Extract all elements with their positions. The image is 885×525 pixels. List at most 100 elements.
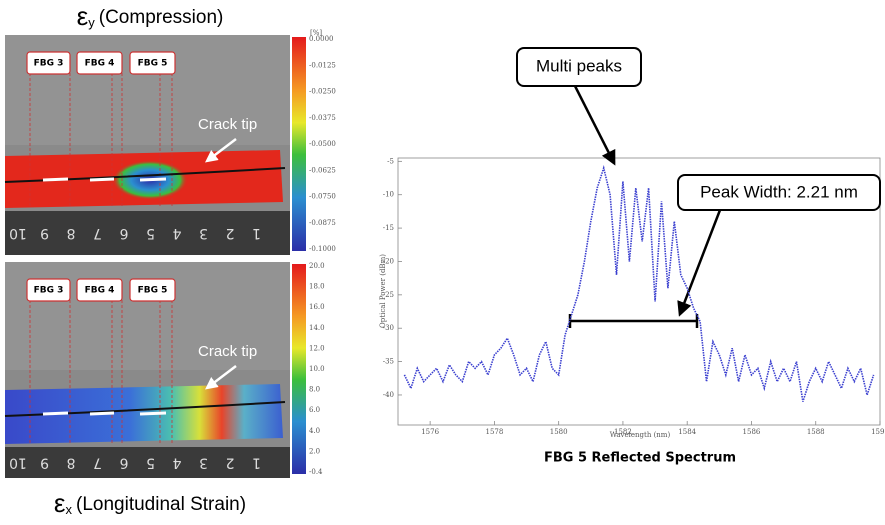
- annotation-arrow: [677, 209, 722, 317]
- fbg-sensor: [42, 177, 69, 182]
- x-tick-label: 1584: [678, 428, 696, 436]
- colorbar-tick-label: 14.0: [309, 324, 325, 332]
- colorbar-tick-label: -0.0375: [309, 114, 336, 122]
- colorbar-tick-label: 4.0: [309, 427, 320, 435]
- ruler: [5, 447, 290, 478]
- strain-panel: 10 9 8 7 6 5 4 3 2 1 FBG 3 FBG 4 FBG 5 Crack tip [%]0.…: [4, 29, 336, 255]
- colorbar-tick-label: 0.0000: [309, 35, 334, 43]
- ruler-label: 8: [67, 455, 76, 471]
- ruler-label: 4: [172, 455, 181, 471]
- ruler-label: 7: [93, 225, 102, 241]
- x-tick-label: 1576: [421, 428, 439, 436]
- colorbar: [292, 37, 306, 251]
- ruler-label: 3: [199, 225, 208, 241]
- colorbar-tick-label: 6.0: [309, 406, 320, 414]
- annotation-box: [677, 174, 881, 211]
- ruler-label: 8: [67, 225, 76, 241]
- x-tick-label: 1580: [550, 428, 568, 436]
- colorbar-tick-label: -0.1000: [309, 245, 336, 253]
- fbg-label-box: [26, 278, 71, 302]
- colorbar-tick-label: 20.0: [309, 262, 325, 270]
- fbg-label: FBG 4: [85, 286, 115, 296]
- colorbar-tick-label: -0.0500: [309, 140, 336, 148]
- panel-title: εx (Longitudinal Strain): [54, 488, 246, 518]
- crack-tip-label: Crack tip: [198, 116, 257, 133]
- colorbar-tick-label: -0.0750: [309, 193, 336, 201]
- ruler-label: 1: [252, 455, 261, 471]
- colorbar-tick-label: -0.0250: [309, 88, 336, 96]
- ruler-label: 4: [172, 225, 181, 241]
- ruler-label: 3: [199, 455, 208, 471]
- fbg-sensor: [42, 411, 69, 416]
- ruler-label: 10: [9, 225, 27, 241]
- ruler-label: 10: [9, 455, 27, 471]
- strain-panel: 10 9 8 7 6 5 4 3 2 1 FBG 3 FBG 4 FBG 5 Crack tip 20.0 1…: [4, 262, 325, 478]
- colorbar-tick-label: -0.0875: [309, 219, 336, 227]
- ruler-label: 5: [146, 225, 155, 241]
- y-tick-label: -10: [383, 191, 394, 199]
- panel-title-text: (Compression): [99, 7, 224, 28]
- chart-caption: FBG 5 Reflected Spectrum: [544, 451, 736, 466]
- fbg-label-box: [76, 51, 123, 75]
- ruler-label: 7: [93, 455, 102, 471]
- colorbar-tick-label: 18.0: [309, 283, 325, 291]
- colorbar-tick-label: 12.0: [309, 344, 325, 352]
- crack-tip-arrow: [205, 365, 237, 390]
- colorbar-tick-label: -0.0625: [309, 166, 336, 174]
- y-tick-label: -35: [383, 358, 394, 366]
- fiber: [4, 401, 286, 417]
- colorbar-tick-label: -0.4: [309, 468, 323, 476]
- annotation-text: Multi peaks: [536, 56, 622, 75]
- colorbar-tick-label: 10.0: [309, 365, 325, 373]
- y-axis-label: Optical Power (dBm): [379, 254, 387, 328]
- ruler-label: 5: [146, 455, 155, 471]
- panel-title: εy (Compression): [77, 1, 224, 31]
- fbg-label: FBG 4: [85, 59, 115, 69]
- colorbar-unit: [%]: [310, 29, 322, 37]
- colorbar: [292, 264, 306, 474]
- annotation-arrow: [573, 85, 616, 166]
- ruler-label: 6: [119, 225, 128, 241]
- y-tick-label: -25: [383, 291, 394, 299]
- fbg-sensor: [139, 177, 167, 182]
- y-tick-label: -40: [383, 391, 394, 399]
- strain-subscript: y: [88, 15, 95, 30]
- panel-title-text: (Longitudinal Strain): [76, 494, 246, 515]
- fiber: [4, 167, 286, 183]
- x-tick-label: 1590: [871, 428, 885, 436]
- ruler-label: 2: [226, 225, 235, 241]
- colorbar-tick-label: 16.0: [309, 303, 325, 311]
- fbg-label-box: [76, 278, 123, 302]
- ruler-label: 9: [40, 455, 49, 471]
- x-tick-label: 1588: [807, 428, 825, 436]
- ruler-label: 9: [40, 225, 49, 241]
- x-tick-label: 1582: [614, 428, 632, 436]
- y-tick-label: -15: [383, 224, 394, 232]
- fbg-label-box: [129, 51, 176, 75]
- fbg-label: FBG 3: [34, 286, 64, 296]
- fbg-label: FBG 5: [138, 286, 168, 296]
- fbg-sensor: [139, 411, 167, 416]
- x-tick-label: 1578: [485, 428, 503, 436]
- fbg-label-box: [26, 51, 71, 75]
- colorbar-tick-label: 2.0: [309, 447, 320, 455]
- colorbar-tick-label: 8.0: [309, 386, 320, 394]
- fbg-label: FBG 3: [34, 59, 64, 69]
- annotation-text: Peak Width: 2.21 nm: [700, 182, 858, 201]
- ruler-label: 6: [119, 455, 128, 471]
- fbg-label: FBG 5: [138, 59, 168, 69]
- y-tick-label: -20: [383, 257, 394, 265]
- strain-symbol: ε: [54, 488, 66, 518]
- ruler-label: 1: [252, 225, 261, 241]
- strain-symbol: ε: [77, 1, 89, 31]
- annotation-box: [516, 47, 642, 87]
- colorbar-tick-label: -0.0125: [309, 61, 336, 69]
- spectrum-line: [403, 165, 875, 402]
- fbg-sensor: [89, 177, 115, 182]
- fbg-label-box: [129, 278, 176, 302]
- strain-subscript: x: [66, 502, 73, 517]
- fbg-sensor: [89, 411, 115, 416]
- crack-tip-label: Crack tip: [198, 343, 257, 360]
